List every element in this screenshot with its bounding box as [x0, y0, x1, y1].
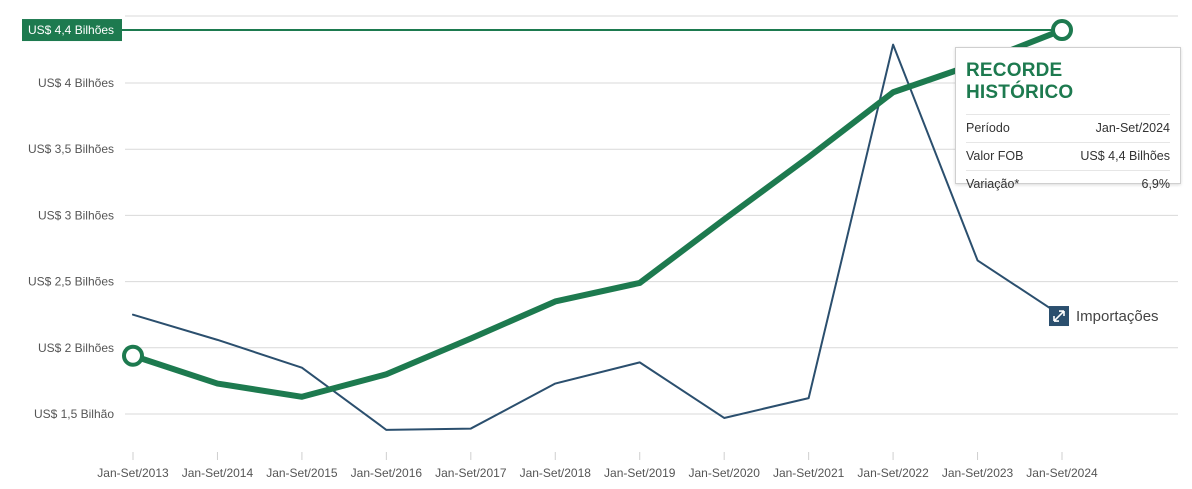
x-tick-label: Jan-Set/2022 [857, 466, 929, 480]
x-tick-label: Jan-Set/2015 [266, 466, 338, 480]
y-tick-label: US$ 3,5 Bilhões [28, 142, 114, 156]
series-layer [122, 19, 1073, 431]
record-tooltip: RECORDE HISTÓRICO Período Jan-Set/2024 V… [955, 47, 1181, 191]
y-tick-label: US$ 2,5 Bilhões [28, 275, 114, 289]
series-line-imports [132, 43, 1063, 431]
record-fob-label: Valor FOB [966, 149, 1024, 163]
imports-legend-icon [1049, 306, 1069, 327]
legend: Importações [1049, 306, 1159, 327]
x-tick-label: Jan-Set/2023 [942, 466, 1014, 480]
record-variation-value: 6,9% [1141, 177, 1171, 191]
record-row-variation: Variação* 6,9% [966, 170, 1170, 198]
x-tick-label: Jan-Set/2024 [1026, 466, 1098, 480]
x-axis: Jan-Set/2013 Jan-Set/2014 Jan-Set/2015 Jan-… [97, 452, 1098, 480]
x-tick-label: Jan-Set/2020 [688, 466, 760, 480]
y-tick-label: US$ 2 Bilhões [38, 341, 114, 355]
grid-layer: US$ 1,5 Bilhão US$ 2 Bilhões US$ 2,5 Bilhõ… [28, 15, 1178, 421]
series-line-export [130, 27, 1065, 400]
x-tick-label: Jan-Set/2014 [182, 466, 254, 480]
record-period-value: Jan-Set/2024 [1095, 121, 1170, 135]
record-fob-value: US$ 4,4 Bilhões [1080, 149, 1170, 163]
x-tick-label: Jan-Set/2016 [351, 466, 423, 480]
highlight-layer: US$ 4,4 Bilhões [22, 19, 1062, 42]
y-tick-label: US$ 4 Bilhões [38, 76, 114, 90]
record-highlight-label: US$ 4,4 Bilhões [28, 23, 114, 37]
record-row-period: Período Jan-Set/2024 [966, 114, 1170, 142]
x-tick-label: Jan-Set/2017 [435, 466, 507, 480]
x-tick-label: Jan-Set/2021 [773, 466, 845, 480]
y-tick-label: US$ 1,5 Bilhão [34, 407, 114, 421]
x-tick-label: Jan-Set/2019 [604, 466, 676, 480]
record-variation-label: Variação* [966, 177, 1020, 191]
x-tick-label: Jan-Set/2018 [520, 466, 592, 480]
record-highlight-badge [22, 19, 122, 42]
record-title: RECORDE HISTÓRICO [966, 60, 1074, 103]
x-tick-label: Jan-Set/2013 [97, 466, 169, 480]
record-row-fob: Valor FOB US$ 4,4 Bilhões [966, 142, 1170, 170]
export-point [122, 344, 144, 367]
export-point [1051, 19, 1073, 42]
y-tick-label: US$ 3 Bilhões [38, 208, 114, 222]
imports-legend-label: Importações [1076, 308, 1159, 325]
record-period-label: Período [966, 121, 1010, 135]
